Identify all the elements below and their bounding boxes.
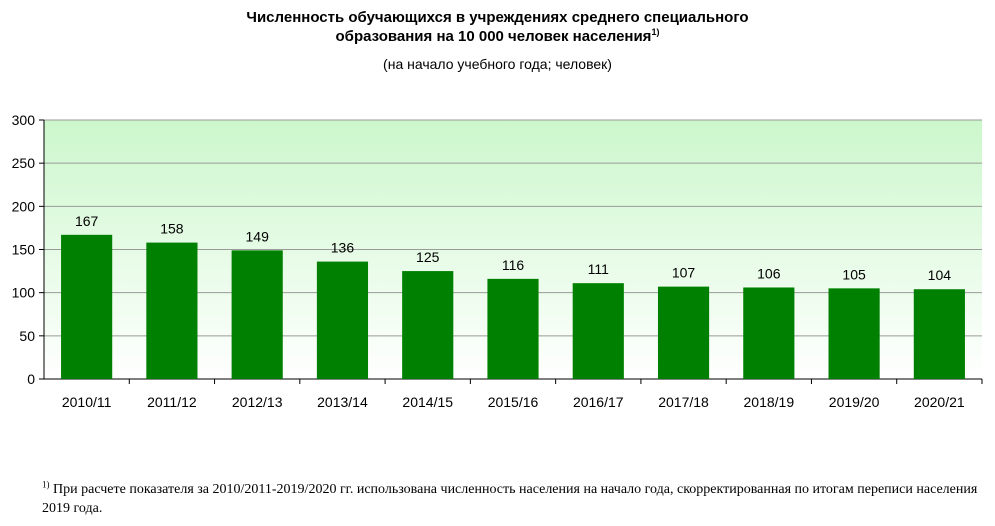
bar [402, 271, 454, 379]
chart-title: Численность обучающихся в учреждениях ср… [0, 8, 995, 46]
y-tick-label: 50 [19, 328, 35, 344]
bar-value-label: 106 [757, 265, 781, 281]
bar-value-label: 111 [588, 261, 609, 277]
bar [231, 250, 283, 379]
chart-subtitle: (на начало учебного года; человек) [383, 56, 612, 72]
bar-value-label: 158 [160, 221, 184, 237]
y-tick-label: 100 [12, 285, 36, 301]
bar [61, 234, 113, 379]
bar-value-label: 105 [842, 266, 866, 282]
bar [572, 283, 624, 379]
bar [316, 261, 369, 379]
footnote-mark: 1) [42, 479, 50, 490]
bar [146, 242, 198, 379]
bar-chart: 0 50 100 150 200 250 300 167 2010/11 158 2011/12 14… [12, 112, 983, 410]
bar-value-label: 107 [672, 265, 696, 281]
footnote: 1) При расчете показателя за 2010/2011-2… [42, 480, 987, 518]
bar [657, 286, 710, 379]
bar-value-label: 116 [502, 257, 525, 273]
bar [487, 278, 539, 379]
x-tick-label: 2020/21 [914, 394, 965, 410]
bar-value-label: 104 [928, 267, 952, 283]
x-tick-label: 2016/17 [573, 394, 624, 410]
bar-value-label: 167 [75, 213, 99, 229]
title-footnote-mark: 1) [651, 27, 660, 37]
x-tick-label: 2014/15 [402, 394, 453, 410]
y-tick-label: 300 [12, 112, 36, 128]
chart-title-line-2: образования на 10 000 человек населения [335, 28, 652, 45]
bar-value-label: 149 [246, 228, 270, 244]
footnote-text: При расчете показателя за 2010/2011-2019… [42, 482, 978, 516]
x-tick-label: 2012/13 [232, 394, 283, 410]
x-tick-label: 2010/11 [62, 394, 112, 410]
chart-title-line-1: Численность обучающихся в учреждениях ср… [246, 9, 749, 26]
bar-value-label: 136 [331, 240, 355, 256]
x-tick-label: 2015/16 [488, 394, 539, 410]
x-tick-label: 2017/18 [658, 394, 709, 410]
y-tick-label: 200 [12, 198, 36, 214]
x-tick-label: 2011/12 [147, 394, 197, 410]
y-tick-label: 150 [12, 242, 36, 258]
y-tick-label: 0 [27, 371, 35, 387]
x-tick-label: 2013/14 [317, 394, 368, 410]
bar [913, 289, 965, 379]
y-tick-label: 250 [12, 155, 36, 171]
x-tick-label: 2018/19 [744, 394, 795, 410]
bar [743, 287, 795, 379]
bar [828, 288, 880, 379]
bar-value-label: 125 [416, 249, 440, 265]
x-tick-label: 2019/20 [829, 394, 880, 410]
